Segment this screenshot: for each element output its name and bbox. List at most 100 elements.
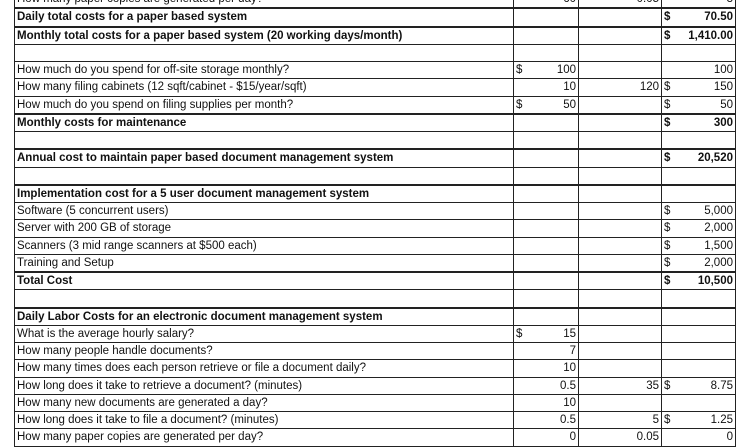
row-label[interactable]: How many paper copies are generated per … (14, 428, 514, 447)
row-label[interactable]: How much do you spend on filing supplies… (14, 95, 514, 115)
cell-b[interactable] (513, 289, 579, 308)
row-label[interactable]: Scanners (3 mid range scanners at $500 e… (14, 236, 514, 255)
cell-c[interactable] (578, 95, 662, 115)
row-label[interactable]: How many people handle documents? (14, 341, 514, 361)
cell-b[interactable] (513, 112, 579, 132)
cell-c[interactable]: 5 (578, 410, 662, 430)
row-label[interactable]: What is the average hourly salary? (14, 324, 514, 344)
row-label[interactable]: Annual cost to maintain paper based docu… (14, 148, 514, 168)
cell-b[interactable] (513, 236, 579, 255)
cell-d[interactable]: $70.50 (661, 7, 736, 28)
cell-d[interactable]: $20,520 (661, 148, 736, 168)
cell-d[interactable] (661, 306, 736, 326)
cell-c[interactable] (578, 324, 662, 344)
cell-d[interactable]: $1,500 (661, 236, 736, 255)
cell-b[interactable] (513, 148, 579, 168)
cell-c[interactable] (578, 219, 662, 238)
cell-b[interactable]: 10 (513, 393, 579, 413)
row-label[interactable]: Daily total costs for a paper based syst… (14, 7, 514, 28)
cell-d[interactable] (661, 166, 736, 186)
cell-b[interactable]: $15 (513, 324, 579, 344)
cell-c[interactable]: 120 (578, 78, 662, 97)
row-label[interactable]: Monthly total costs for a paper based sy… (14, 25, 514, 45)
cell-d[interactable] (661, 43, 736, 63)
cell-b[interactable]: 60 (513, 0, 579, 9)
cell-b[interactable] (513, 166, 579, 186)
cell-b[interactable] (513, 131, 579, 150)
cell-d[interactable]: $50 (661, 95, 736, 115)
row-label[interactable]: Monthly costs for maintenance (14, 112, 514, 132)
cell-d[interactable]: $1,410.00 (661, 25, 736, 45)
row-label[interactable]: Software (5 concurrent users) (14, 201, 514, 221)
row-label[interactable]: How many times does each person retrieve… (14, 359, 514, 378)
cell-d[interactable]: 0 (661, 428, 736, 447)
row-label[interactable]: Server with 200 GB of storage (14, 219, 514, 238)
cell-c[interactable] (578, 112, 662, 132)
cell-c[interactable] (578, 25, 662, 45)
cell-b[interactable]: $50 (513, 95, 579, 115)
cell-b[interactable] (513, 253, 579, 273)
cell-d[interactable] (661, 183, 736, 203)
cell-c[interactable]: 35 (578, 376, 662, 395)
row-label[interactable]: How many filing cabinets (12 sqft/cabine… (14, 78, 514, 97)
cell-c[interactable] (578, 60, 662, 80)
cell-c[interactable] (578, 306, 662, 326)
cell-c[interactable] (578, 236, 662, 255)
cell-b[interactable] (513, 271, 579, 291)
cell-d[interactable] (661, 341, 736, 361)
cell-c[interactable] (578, 359, 662, 378)
cell-d[interactable] (661, 289, 736, 308)
cell-c[interactable] (578, 183, 662, 203)
cell-c[interactable]: 0.05 (578, 0, 662, 9)
cell-c[interactable] (578, 131, 662, 150)
cell-b[interactable] (513, 183, 579, 203)
cell-d[interactable] (661, 324, 736, 344)
cell-c[interactable] (578, 289, 662, 308)
row-label[interactable]: Training and Setup (14, 253, 514, 273)
cell-c[interactable] (578, 201, 662, 221)
row-label[interactable]: Implementation cost for a 5 user documen… (14, 183, 514, 203)
cell-b[interactable]: 0 (513, 428, 579, 447)
cell-c[interactable] (578, 271, 662, 291)
cell-c[interactable] (578, 393, 662, 413)
cell-d[interactable]: 3 (661, 0, 736, 9)
row-label[interactable]: How many new documents are generated a d… (14, 393, 514, 413)
cell-c[interactable] (578, 341, 662, 361)
row-label[interactable]: How long does it take to retrieve a docu… (14, 376, 514, 395)
row-label[interactable] (14, 43, 514, 63)
cell-b[interactable]: 0.5 (513, 410, 579, 430)
cell-c[interactable] (578, 253, 662, 273)
cell-b[interactable] (513, 219, 579, 238)
cell-d[interactable]: $8.75 (661, 376, 736, 395)
cell-b[interactable] (513, 7, 579, 28)
row-label[interactable]: How much do you spend for off-site stora… (14, 60, 514, 80)
row-label[interactable]: How long does it take to file a document… (14, 410, 514, 430)
cell-d[interactable]: $300 (661, 112, 736, 132)
cell-d[interactable] (661, 393, 736, 413)
cell-d[interactable]: $2,000 (661, 253, 736, 273)
row-label[interactable]: Total Cost (14, 271, 514, 291)
cell-c[interactable]: 0.05 (578, 428, 662, 447)
cell-c[interactable] (578, 148, 662, 168)
cell-c[interactable] (578, 43, 662, 63)
cell-b[interactable] (513, 201, 579, 221)
cell-d[interactable]: $2,000 (661, 219, 736, 238)
cell-b[interactable] (513, 43, 579, 63)
cell-b[interactable]: 10 (513, 78, 579, 97)
cell-d[interactable] (661, 131, 736, 150)
cell-d[interactable] (661, 359, 736, 378)
cell-d[interactable]: $10,500 (661, 271, 736, 291)
row-label[interactable] (14, 289, 514, 308)
cell-c[interactable] (578, 7, 662, 28)
cell-d[interactable]: 100 (661, 60, 736, 80)
cell-b[interactable]: $100 (513, 60, 579, 80)
cell-b[interactable]: 10 (513, 359, 579, 378)
cell-b[interactable] (513, 25, 579, 45)
row-label[interactable] (14, 131, 514, 150)
cell-b[interactable]: 7 (513, 341, 579, 361)
cell-c[interactable] (578, 166, 662, 186)
cell-b[interactable]: 0.5 (513, 376, 579, 395)
cell-d[interactable]: $1.25 (661, 410, 736, 430)
row-label[interactable]: How many paper copies are generated per … (14, 0, 514, 9)
cell-d[interactable]: $150 (661, 78, 736, 97)
